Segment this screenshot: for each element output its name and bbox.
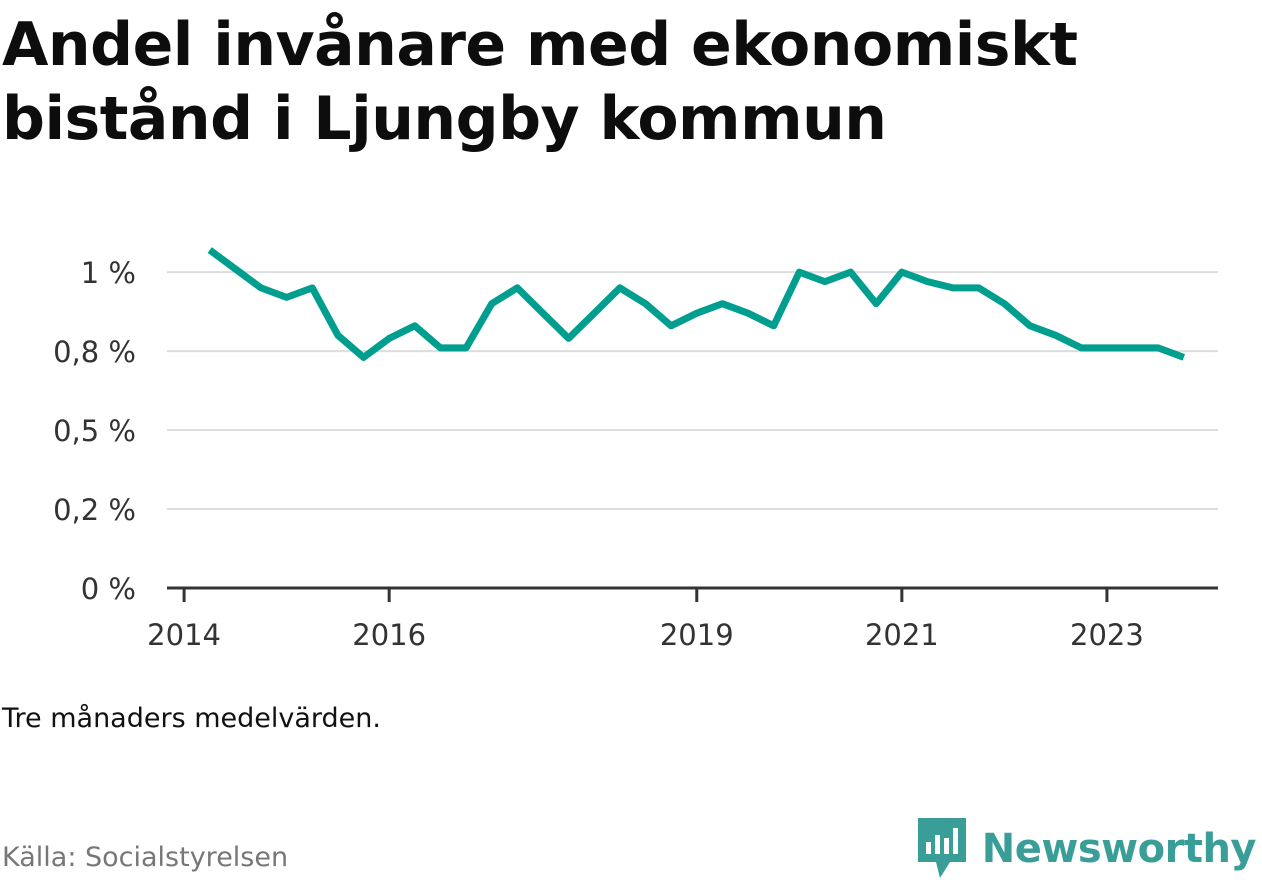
x-axis-ticks: 2014 2016 2019 2021 2023	[147, 588, 1144, 652]
y-tick-label: 0 %	[81, 572, 136, 606]
y-axis-ticks: 0 % 0,2 % 0,5 % 0,8 % 1 %	[53, 256, 136, 606]
x-tick-label: 2016	[352, 618, 426, 652]
chart-note: Tre månaders medelvärden.	[2, 703, 381, 734]
y-tick-label: 1 %	[81, 256, 136, 290]
x-tick-label: 2019	[660, 618, 734, 652]
series-line	[210, 250, 1184, 357]
newsworthy-logo-icon	[918, 818, 966, 880]
x-tick-label: 2021	[865, 618, 939, 652]
chart-title: Andel invånare med ekonomiskt bistånd i …	[2, 8, 1242, 156]
x-tick-label: 2023	[1070, 618, 1144, 652]
brand-name: Newsworthy	[982, 826, 1256, 872]
x-tick-label: 2014	[147, 618, 221, 652]
y-tick-label: 0,8 %	[53, 335, 136, 369]
brand-logo[interactable]: Newsworthy	[918, 818, 1256, 880]
source-text: Källa: Socialstyrelsen	[2, 842, 288, 873]
y-tick-label: 0,2 %	[53, 493, 136, 527]
series-points	[210, 250, 1184, 358]
y-tick-label: 0,5 %	[53, 414, 136, 448]
